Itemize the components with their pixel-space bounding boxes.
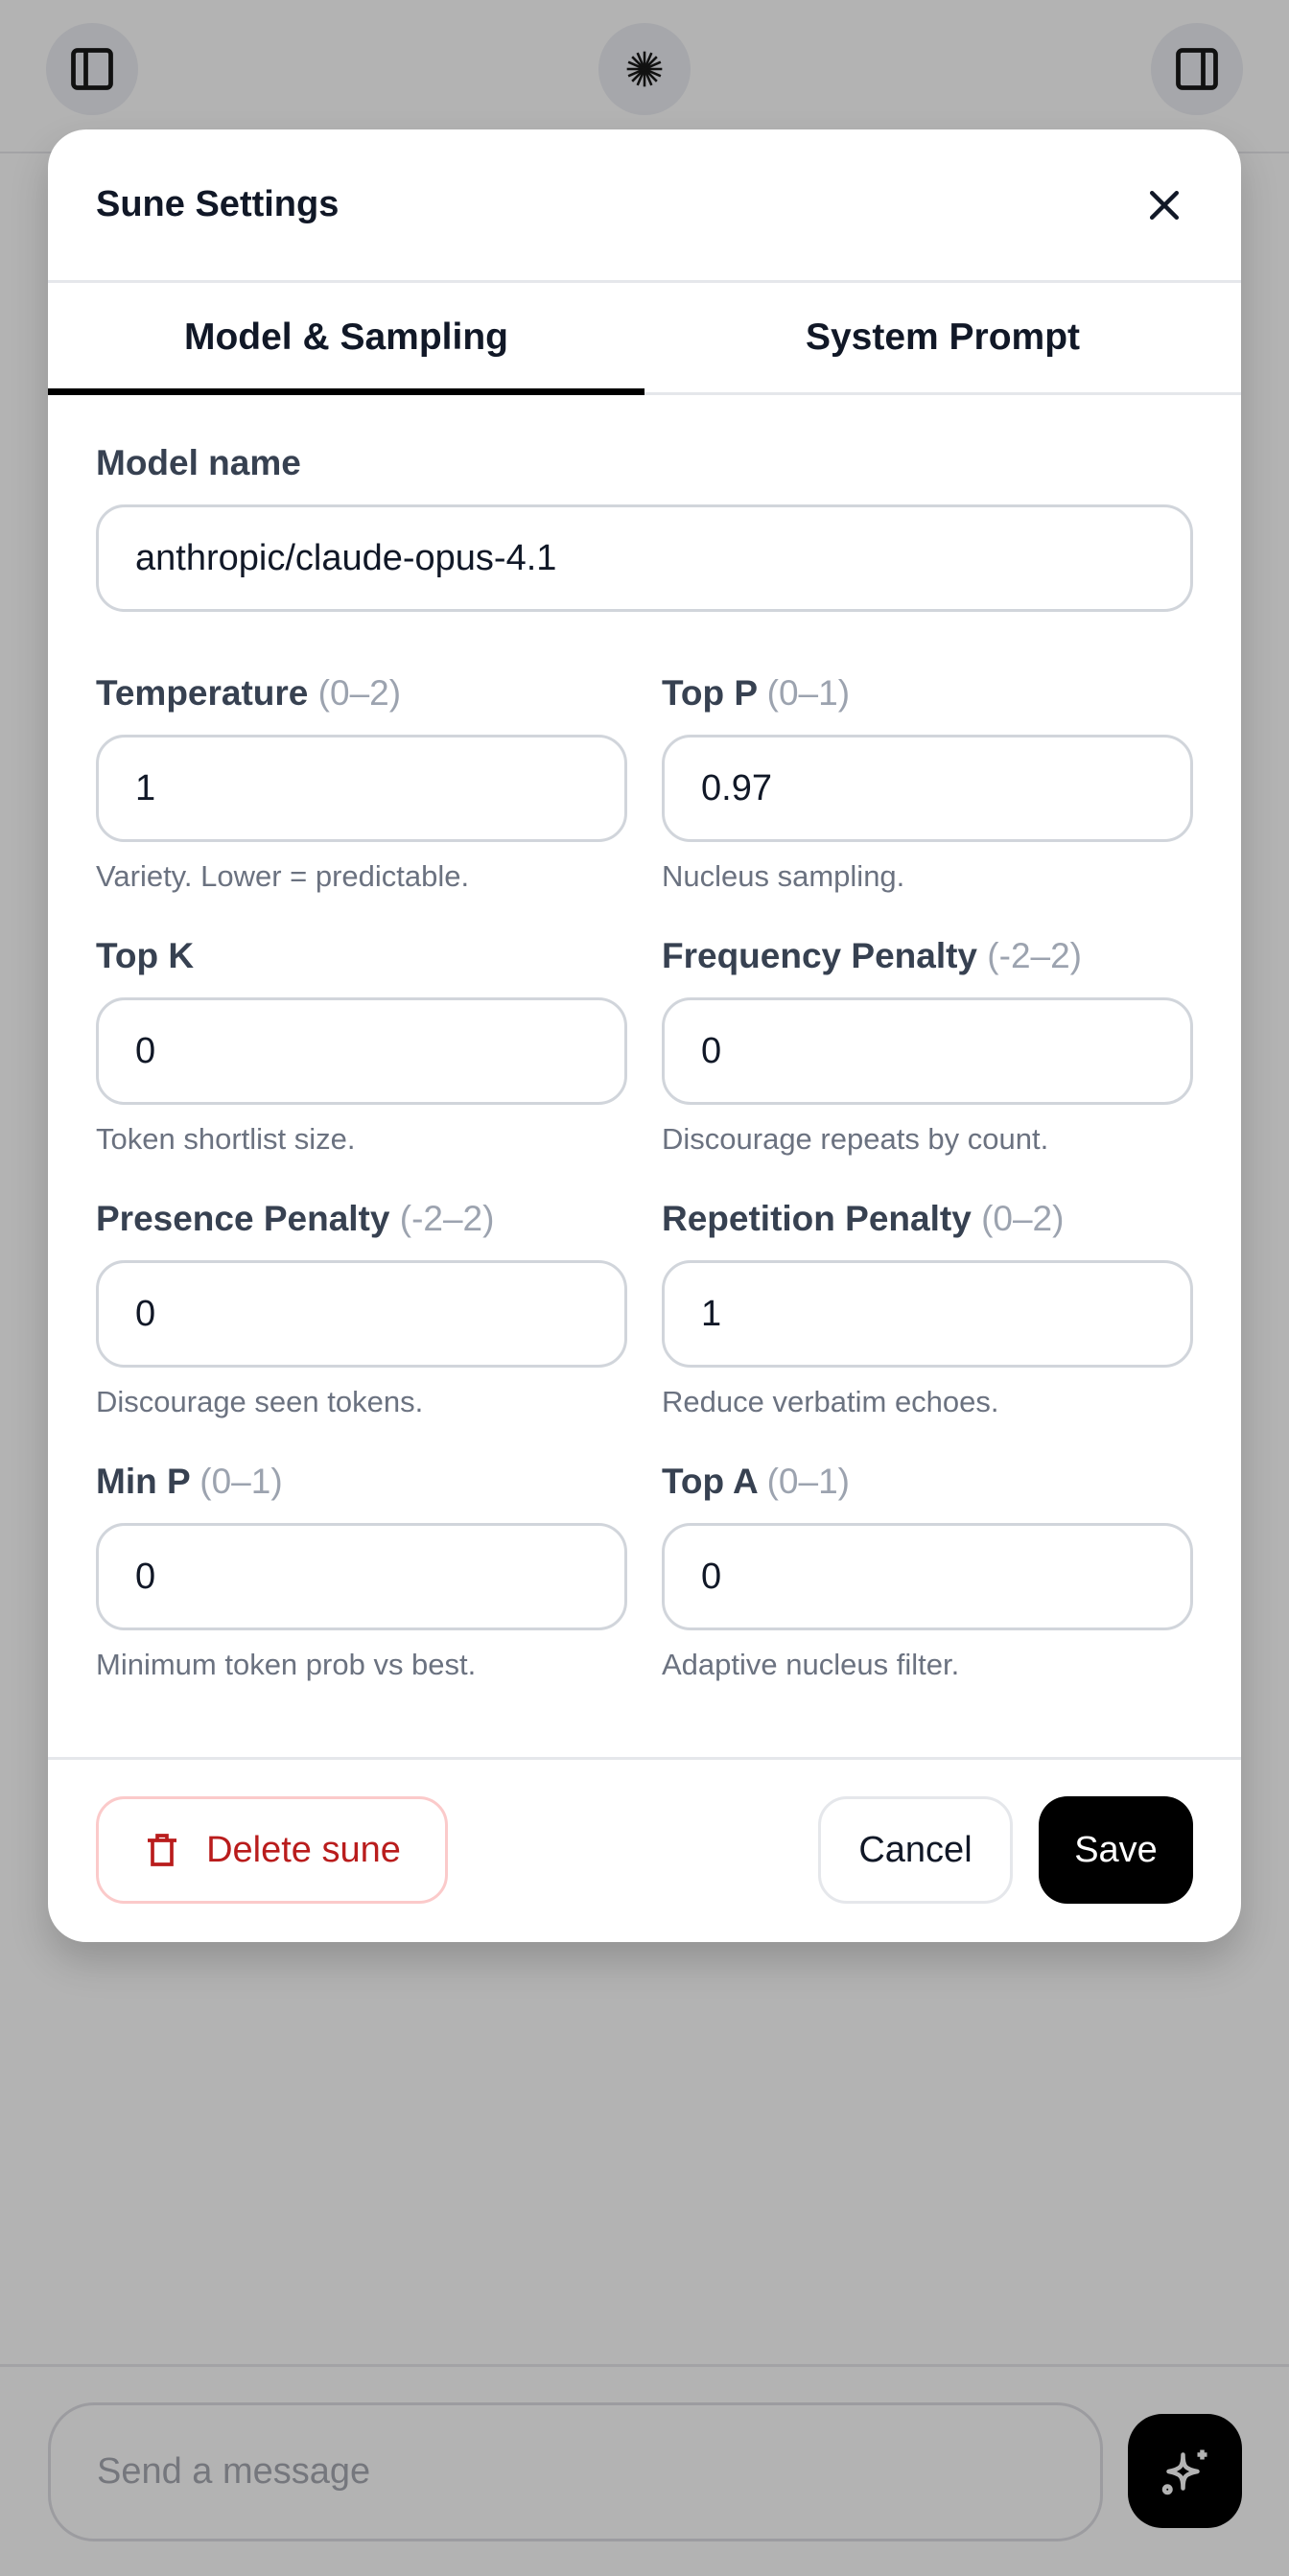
temperature-range: (0–2) [317, 673, 402, 713]
presence-penalty-range: (-2–2) [399, 1199, 495, 1238]
starburst-icon [626, 51, 663, 87]
top-p-label: Top P (0–1) [662, 673, 1193, 714]
top-k-help: Token shortlist size. [96, 1122, 356, 1156]
close-button[interactable] [1136, 176, 1193, 234]
frequency-penalty-label-text: Frequency Penalty [662, 936, 978, 975]
sparkles-icon [1161, 2449, 1207, 2494]
top-a-label-text: Top A [662, 1462, 758, 1501]
top-bar [0, 0, 1289, 153]
presence-penalty-help: Discourage seen tokens. [96, 1385, 424, 1418]
top-p-label-text: Top P [662, 673, 758, 713]
top-a-range: (0–1) [766, 1462, 850, 1501]
frequency-penalty-value: 0 [701, 1030, 722, 1071]
toggle-left-sidebar-button[interactable] [46, 23, 138, 115]
top-p-value: 0.97 [701, 767, 772, 808]
field-presence-penalty: Presence Penalty (-2–2) 0 Discourage see… [96, 1199, 627, 1419]
top-k-input[interactable]: 0 [96, 997, 627, 1105]
sune-logo-button[interactable] [598, 23, 691, 115]
top-a-label: Top A (0–1) [662, 1462, 1193, 1502]
repetition-penalty-label-text: Repetition Penalty [662, 1199, 972, 1238]
field-top-a: Top A (0–1) 0 Adaptive nucleus filter. [662, 1462, 1193, 1682]
tab-system-prompt[interactable]: System Prompt [805, 316, 1081, 358]
send-button[interactable] [1128, 2414, 1242, 2528]
field-temperature: Temperature (0–2) 1 Variety. Lower = pre… [96, 673, 627, 894]
frequency-penalty-range: (-2–2) [987, 936, 1082, 975]
presence-penalty-value: 0 [135, 1293, 156, 1334]
top-a-value: 0 [701, 1556, 722, 1597]
presence-penalty-input[interactable]: 0 [96, 1260, 627, 1368]
frequency-penalty-help: Discourage repeats by count. [662, 1122, 1049, 1156]
toggle-right-sidebar-button[interactable] [1151, 23, 1243, 115]
dialog-header: Sune Settings [48, 129, 1241, 283]
presence-penalty-label-text: Presence Penalty [96, 1199, 390, 1238]
presence-penalty-label: Presence Penalty (-2–2) [96, 1199, 627, 1239]
sampling-fields-grid: Temperature (0–2) 1 Variety. Lower = pre… [96, 673, 1193, 1682]
top-k-label: Top K [96, 936, 627, 976]
min-p-help: Minimum token prob vs best. [96, 1648, 477, 1681]
top-p-range: (0–1) [766, 673, 851, 713]
min-p-input[interactable]: 0 [96, 1523, 627, 1630]
top-a-input[interactable]: 0 [662, 1523, 1193, 1630]
frequency-penalty-input[interactable]: 0 [662, 997, 1193, 1105]
top-p-help: Nucleus sampling. [662, 859, 905, 893]
field-top-p: Top P (0–1) 0.97 Nucleus sampling. [662, 673, 1193, 894]
save-button[interactable]: Save [1039, 1796, 1193, 1904]
field-min-p: Min P (0–1) 0 Minimum token prob vs best… [96, 1462, 627, 1682]
top-p-input[interactable]: 0.97 [662, 735, 1193, 842]
temperature-label-text: Temperature [96, 673, 309, 713]
frequency-penalty-label: Frequency Penalty (-2–2) [662, 936, 1193, 976]
composer-divider [0, 2364, 1289, 2367]
message-input[interactable]: Send a message [48, 2402, 1103, 2541]
field-top-k: Top K 0 Token shortlist size. [96, 936, 627, 1157]
message-placeholder: Send a message [97, 2451, 371, 2492]
min-p-label-text: Min P [96, 1462, 190, 1501]
min-p-label: Min P (0–1) [96, 1462, 627, 1502]
sidebar-right-icon [1176, 48, 1218, 90]
dialog-title: Sune Settings [96, 184, 340, 224]
temperature-label: Temperature (0–2) [96, 673, 627, 714]
tab-model-sampling[interactable]: Model & Sampling [48, 283, 644, 395]
min-p-value: 0 [135, 1556, 156, 1597]
tab-bar: Model & Sampling System Prompt [48, 283, 1241, 395]
cancel-button[interactable]: Cancel [818, 1796, 1013, 1904]
delete-sune-button[interactable]: Delete sune [96, 1796, 448, 1904]
temperature-value: 1 [135, 767, 156, 808]
sidebar-left-icon [71, 48, 113, 90]
close-icon [1149, 190, 1180, 220]
temperature-help: Variety. Lower = predictable. [96, 859, 470, 893]
top-a-help: Adaptive nucleus filter. [662, 1648, 960, 1681]
repetition-penalty-label: Repetition Penalty (0–2) [662, 1199, 1193, 1239]
field-repetition-penalty: Repetition Penalty (0–2) 1 Reduce verbat… [662, 1199, 1193, 1419]
repetition-penalty-help: Reduce verbatim echoes. [662, 1385, 999, 1418]
repetition-penalty-range: (0–2) [981, 1199, 1065, 1238]
temperature-input[interactable]: 1 [96, 735, 627, 842]
top-k-label-text: Top K [96, 936, 195, 975]
model-name-input[interactable] [96, 504, 1193, 612]
dialog-footer: Delete sune Cancel Save [48, 1757, 1241, 1942]
model-name-label: Model name [96, 443, 301, 482]
field-frequency-penalty: Frequency Penalty (-2–2) 0 Discourage re… [662, 936, 1193, 1157]
repetition-penalty-value: 1 [701, 1293, 722, 1334]
delete-label: Delete sune [206, 1829, 401, 1870]
trash-icon [148, 1834, 177, 1866]
min-p-range: (0–1) [199, 1462, 283, 1501]
repetition-penalty-input[interactable]: 1 [662, 1260, 1193, 1368]
top-k-value: 0 [135, 1030, 156, 1071]
sune-settings-dialog: Sune Settings Model & Sampling System Pr… [48, 129, 1241, 1942]
